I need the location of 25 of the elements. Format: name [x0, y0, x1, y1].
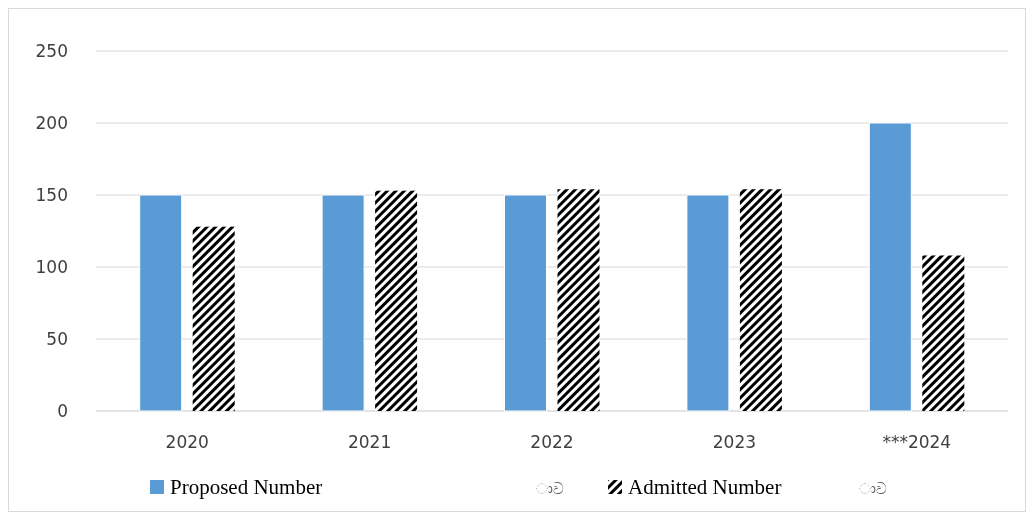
- bar: [739, 189, 782, 411]
- bar: [504, 194, 547, 412]
- y-tick-label: 50: [46, 328, 68, 349]
- bar: [922, 255, 965, 411]
- bar: [321, 194, 365, 412]
- bar: [192, 226, 235, 411]
- x-tick-label: ***2024: [882, 432, 952, 452]
- text: ාව: [536, 480, 564, 498]
- x-tick-label: 2020: [165, 432, 209, 452]
- bar: [686, 194, 730, 412]
- bar: [375, 190, 418, 411]
- y-tick-label: 0: [57, 400, 68, 421]
- x-tick-label: 2023: [712, 432, 757, 452]
- bar: [557, 189, 600, 411]
- x-tick-label: 2022: [530, 432, 574, 452]
- x-tick-label: 2021: [347, 432, 392, 452]
- y-tick-label: 100: [35, 256, 68, 277]
- y-tick-label: 200: [35, 112, 68, 133]
- legend-label: Admitted Number: [628, 475, 782, 499]
- text: ාව: [859, 480, 887, 498]
- legend-label: Proposed Number: [170, 475, 323, 499]
- bar: [139, 194, 183, 412]
- y-tick-label: 250: [35, 40, 68, 61]
- bar: [868, 122, 912, 412]
- y-tick-label: 150: [35, 184, 68, 205]
